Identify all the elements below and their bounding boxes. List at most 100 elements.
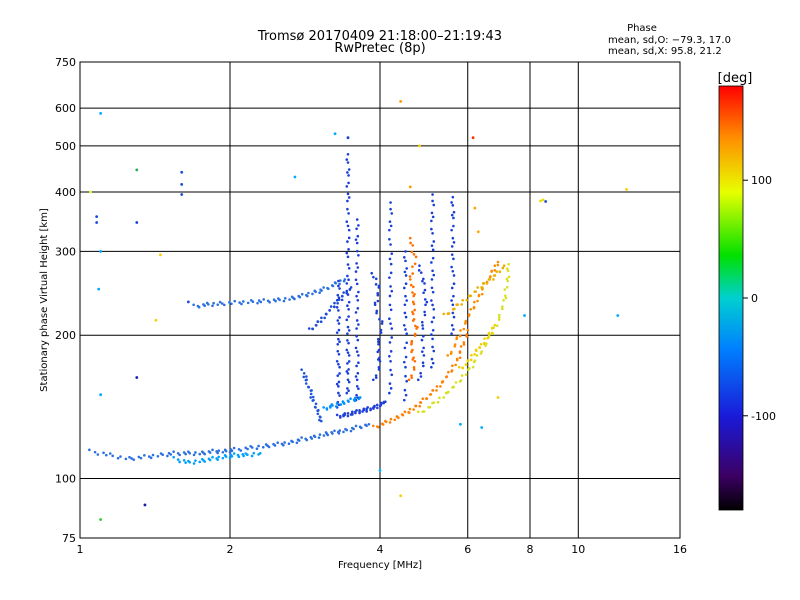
trace-point xyxy=(390,327,394,330)
trace-point xyxy=(211,304,214,308)
trace-point xyxy=(304,382,308,385)
trace-point xyxy=(485,342,488,346)
trace-point xyxy=(88,448,91,452)
trace-point xyxy=(230,454,234,458)
trace-point xyxy=(336,319,340,322)
trace-point xyxy=(354,375,358,378)
trace-point xyxy=(476,299,479,303)
trace-point xyxy=(355,409,358,412)
trace-point xyxy=(404,282,408,286)
trace-point xyxy=(469,294,473,298)
trace-point xyxy=(207,303,210,306)
trace-point xyxy=(345,220,349,223)
trace-point xyxy=(402,398,406,402)
trace-point xyxy=(349,397,352,400)
trace-point xyxy=(389,417,393,421)
scatter-point xyxy=(399,494,403,498)
grid xyxy=(79,61,681,539)
trace-point xyxy=(473,300,476,304)
trace-point xyxy=(322,434,326,437)
trace-point xyxy=(411,291,414,294)
trace-point xyxy=(505,277,509,281)
trace-point xyxy=(238,301,241,304)
trace-point xyxy=(412,408,415,411)
stats-line-o: mean, sd,O: −79.3, 17.0 xyxy=(608,35,731,46)
trace-point xyxy=(305,438,309,442)
trace-point xyxy=(337,391,340,395)
trace-point xyxy=(388,276,391,279)
scatter-point xyxy=(616,314,620,317)
scatter-point xyxy=(473,206,477,210)
trace-point xyxy=(432,240,436,243)
trace-point xyxy=(430,333,433,336)
trace-point xyxy=(445,375,449,378)
trace-point xyxy=(320,316,323,320)
trace-point xyxy=(318,415,322,418)
trace-point xyxy=(452,216,455,220)
trace-point xyxy=(311,292,314,296)
trace-point xyxy=(347,248,350,251)
trace-point xyxy=(405,341,408,345)
trace-point xyxy=(335,413,339,417)
trace-point xyxy=(431,248,435,252)
trace-point xyxy=(337,309,340,312)
trace xyxy=(430,193,436,369)
trace-point xyxy=(421,279,424,283)
trace-point xyxy=(211,455,214,459)
trace-point xyxy=(184,452,187,456)
trace-point xyxy=(341,295,344,298)
trace-point xyxy=(408,236,412,240)
trace-point xyxy=(397,416,400,420)
trace-point xyxy=(486,336,489,340)
trace-point xyxy=(358,411,361,415)
scatter-point xyxy=(154,318,158,322)
trace-point xyxy=(346,293,350,296)
trace-point xyxy=(102,451,105,455)
trace-point xyxy=(358,396,362,399)
trace-point xyxy=(388,228,391,232)
trace-point xyxy=(320,419,323,423)
trace-point xyxy=(335,382,339,386)
trace-point xyxy=(422,410,426,413)
trace-point xyxy=(473,353,476,356)
trace-point xyxy=(342,402,346,405)
trace-point xyxy=(410,250,414,254)
trace-point xyxy=(430,211,434,215)
trace-point xyxy=(346,362,349,365)
trace-point xyxy=(347,266,351,270)
trace-point xyxy=(416,378,420,382)
trace-point xyxy=(384,420,388,424)
trace-point xyxy=(276,441,279,445)
scatter-point xyxy=(418,144,421,148)
scatter-point xyxy=(523,314,526,317)
trace-point xyxy=(194,451,197,454)
trace-point xyxy=(423,298,427,301)
trace-point xyxy=(450,253,454,256)
trace-point xyxy=(339,279,342,282)
trace-point xyxy=(334,281,338,285)
trace-point xyxy=(318,418,321,422)
trace-point xyxy=(455,357,459,361)
trace-point xyxy=(483,341,486,345)
trace-point xyxy=(430,244,434,247)
trace-point xyxy=(455,336,459,339)
trace-point xyxy=(355,227,358,231)
trace-point xyxy=(306,294,309,298)
trace-point xyxy=(246,453,249,457)
trace-point xyxy=(176,458,180,461)
trace-point xyxy=(268,300,271,304)
y-tick-label: 500 xyxy=(55,140,76,153)
trace-point xyxy=(419,371,422,375)
trace-point xyxy=(432,203,436,207)
trace-point xyxy=(432,349,436,353)
trace-point xyxy=(337,362,340,366)
trace-point xyxy=(450,228,453,232)
trace-point xyxy=(462,341,466,344)
scatter-point xyxy=(95,221,99,224)
trace-point xyxy=(412,317,416,321)
trace-point xyxy=(169,453,173,456)
scatter-point xyxy=(541,198,545,202)
trace-point xyxy=(232,446,236,450)
trace-point xyxy=(346,274,349,278)
trace-point xyxy=(469,307,473,311)
